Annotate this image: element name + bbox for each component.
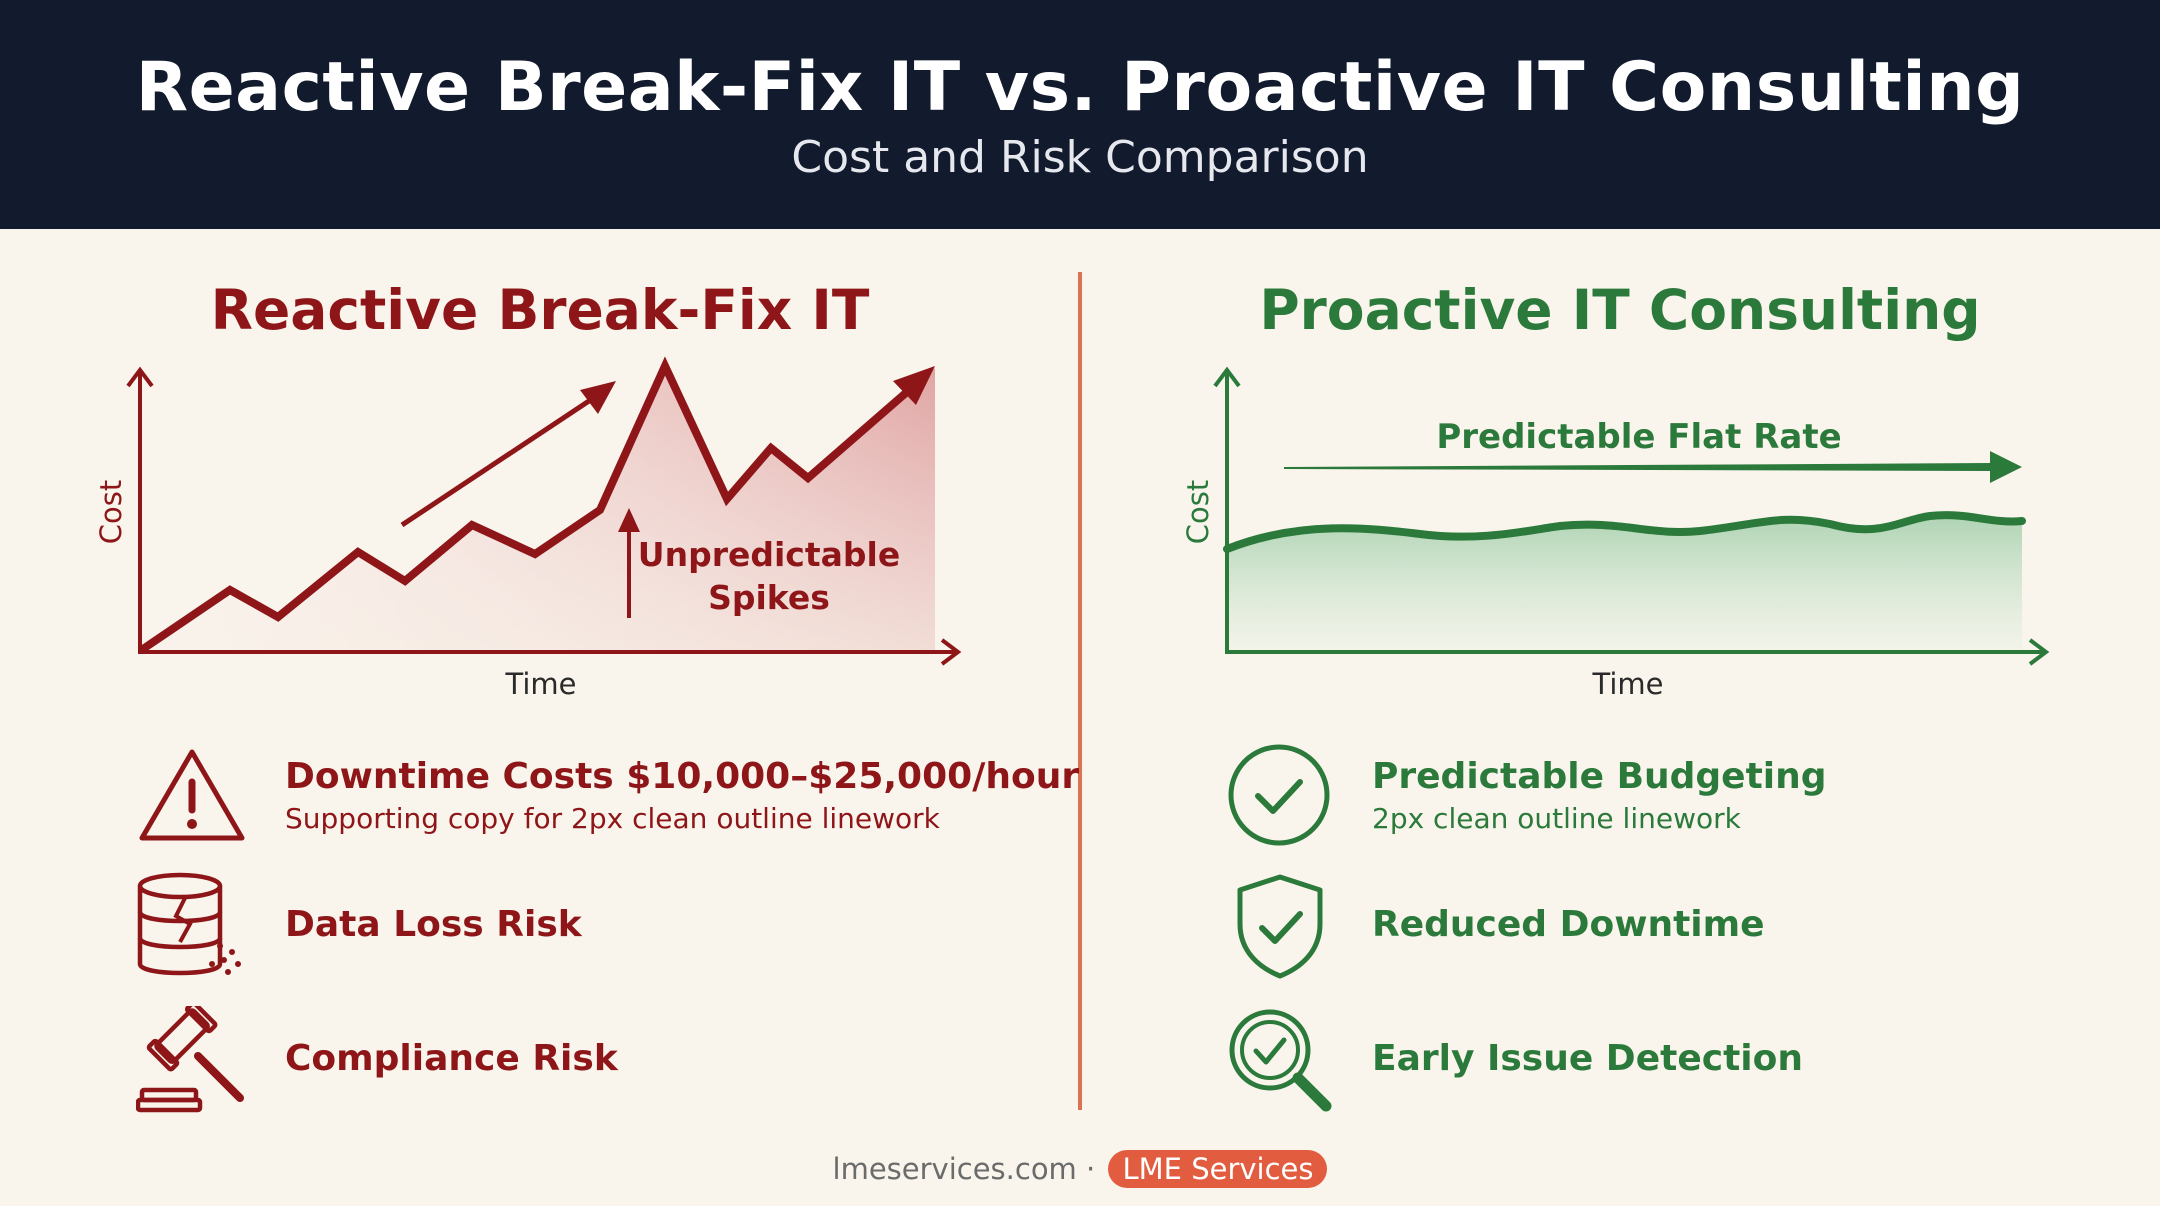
reactive-cost-line-arrowhead (893, 366, 935, 405)
flat-rate-annotation: Predictable Flat Rate (1436, 417, 1841, 457)
proactive-cost-line (1223, 511, 2026, 553)
downtime-costs-heading: Downtime Costs $10,000–$25,000/hour (285, 756, 1080, 797)
proactive-x-label: Time (1592, 667, 1664, 701)
reactive-y-axis-arrow (126, 366, 154, 388)
spike-arrow-head (618, 508, 640, 532)
proactive-cost-chart: Cost Time Predictable Flat Rate (1181, 366, 2050, 701)
spikes-annotation-line1: Unpredictable (638, 535, 900, 574)
reactive-cost-line (137, 356, 918, 655)
footer-site-link[interactable]: lmeservices.com · (832, 1152, 1096, 1186)
reactive-x-axis-arrow (940, 638, 962, 666)
reactive-y-label: Cost (94, 480, 128, 544)
proactive-x-axis-arrow (2028, 638, 2050, 666)
broken-database-icon (137, 872, 241, 976)
reactive-panel-title: Reactive Break-Fix IT (210, 278, 870, 342)
proactive-y-axis-arrow (1213, 366, 1241, 388)
trend-arrow (400, 392, 600, 528)
center-divider (1078, 272, 1082, 1110)
early-issue-detection-heading: Early Issue Detection (1372, 1038, 1803, 1079)
data-loss-risk-heading: Data Loss Risk (285, 904, 582, 945)
brand-badge: LME Services (1108, 1150, 1328, 1188)
trend-arrow-head (580, 381, 616, 414)
check-circle-icon (1228, 744, 1330, 846)
reactive-x-label: Time (505, 667, 577, 701)
magnifier-check-icon (1229, 1009, 1332, 1112)
shield-check-icon (1237, 874, 1323, 979)
header-banner: Reactive Break-Fix IT vs. Proactive IT C… (0, 0, 2160, 229)
reactive-cost-chart: Cost Time Unpredictable Spikes (94, 356, 962, 701)
reduced-downtime-heading: Reduced Downtime (1372, 904, 1765, 945)
gavel-icon (136, 1006, 244, 1113)
footer: lmeservices.com · LME Services (0, 1150, 2160, 1188)
page-subtitle: Cost and Risk Comparison (791, 132, 1369, 183)
proactive-y-label: Cost (1181, 480, 1215, 544)
compliance-risk-heading: Compliance Risk (285, 1038, 618, 1079)
page-title: Reactive Break-Fix IT vs. Proactive IT C… (135, 48, 2025, 127)
warning-triangle-icon (139, 749, 245, 841)
spikes-annotation-line2: Spikes (708, 578, 830, 617)
proactive-cost-area (1227, 515, 2022, 651)
comparison-charts: Cost Time Unpredictable Spikes Cost Time… (94, 356, 2050, 701)
flat-rate-arrow (1284, 451, 2022, 483)
predictable-budgeting-subtext: 2px clean outline linework (1372, 802, 1741, 835)
predictable-budgeting-heading: Predictable Budgeting (1372, 756, 1827, 797)
downtime-costs-subtext: Supporting copy for 2px clean outline li… (285, 802, 940, 835)
proactive-panel-title: Proactive IT Consulting (1259, 278, 1981, 342)
